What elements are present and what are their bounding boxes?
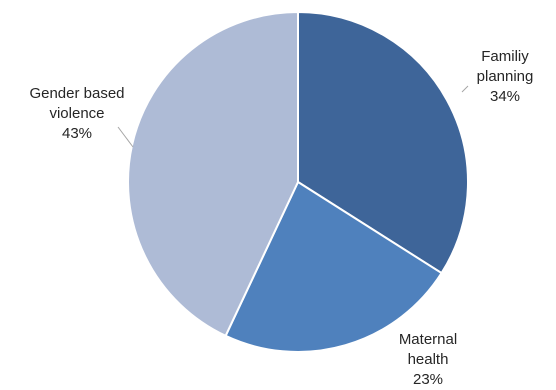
- leader-line: [117, 126, 134, 148]
- data-label-category: Maternal: [399, 331, 457, 348]
- data-label: Maternal health 23%: [399, 331, 457, 388]
- pie-slices: [127, 10, 470, 353]
- leader-lines: [117, 85, 469, 148]
- data-label-category: violence: [49, 105, 104, 122]
- data-label: Gender based violence 43%: [29, 85, 124, 142]
- data-labels: Familiy planning 34% Maternal health 23% Gende…: [29, 48, 533, 388]
- data-label-category: planning: [477, 68, 534, 85]
- data-label-category: health: [408, 351, 449, 368]
- data-label-value: 34%: [490, 88, 520, 105]
- pie-slice-maternal-health: [224, 180, 443, 353]
- pie-slice-gender-based-violence: [127, 10, 299, 338]
- data-label-value: 43%: [62, 125, 92, 142]
- leader-line: [461, 85, 469, 93]
- data-label-category: Gender based: [29, 85, 124, 102]
- data-label-category: Familiy: [481, 48, 529, 65]
- data-label: Familiy planning 34%: [477, 48, 534, 105]
- data-label-value: 23%: [413, 371, 443, 388]
